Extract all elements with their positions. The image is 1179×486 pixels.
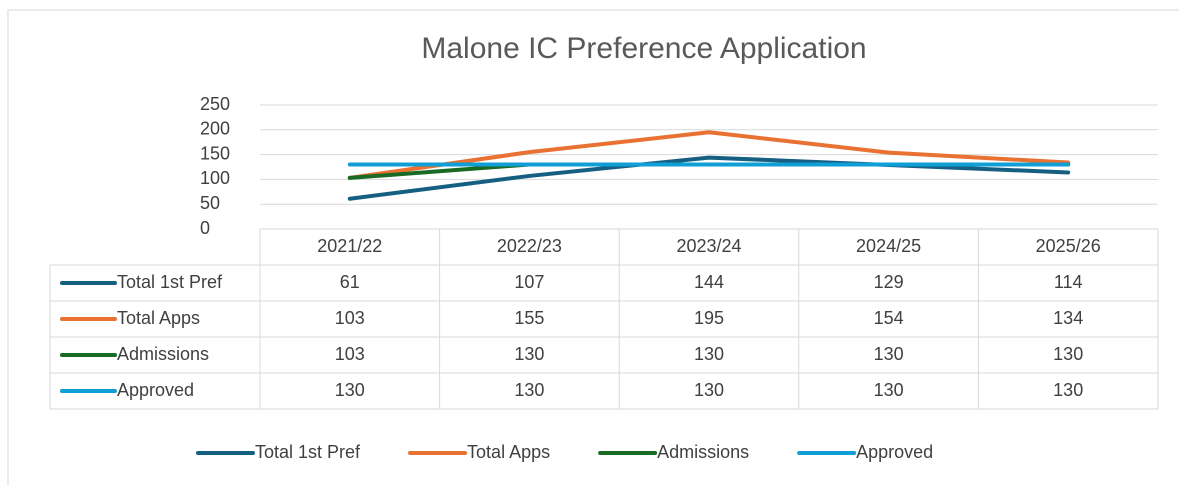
table-row-label: Admissions bbox=[117, 344, 209, 364]
table-cell: 130 bbox=[1053, 380, 1083, 400]
table-cell: 130 bbox=[514, 344, 544, 364]
legend-label: Approved bbox=[856, 442, 933, 462]
x-tick-label: 2022/23 bbox=[497, 236, 562, 256]
legend-label: Total 1st Pref bbox=[255, 442, 361, 462]
table-cell: 134 bbox=[1053, 308, 1083, 328]
table-cell: 130 bbox=[514, 380, 544, 400]
table-cell: 129 bbox=[874, 272, 904, 292]
table-cell: 130 bbox=[335, 380, 365, 400]
y-tick-label: 100 bbox=[200, 168, 230, 188]
x-tick-label: 2025/26 bbox=[1036, 236, 1101, 256]
table-cell: 130 bbox=[694, 380, 724, 400]
chart-title: Malone IC Preference Application bbox=[421, 32, 866, 65]
chart-border bbox=[7, 9, 1179, 486]
table-cell: 144 bbox=[694, 272, 724, 292]
table-cell: 130 bbox=[1053, 344, 1083, 364]
table-row-label: Total Apps bbox=[117, 308, 200, 328]
x-tick-label: 2023/24 bbox=[676, 236, 741, 256]
legend-label: Total Apps bbox=[467, 442, 550, 462]
series-line bbox=[347, 130, 1071, 180]
y-tick-label: 150 bbox=[200, 143, 230, 163]
table-cell: 107 bbox=[514, 272, 544, 292]
x-tick-label: 2024/25 bbox=[856, 236, 921, 256]
table-cell: 103 bbox=[335, 344, 365, 364]
table-cell: 130 bbox=[874, 344, 904, 364]
y-tick-label: 200 bbox=[200, 119, 230, 139]
table-cell: 155 bbox=[514, 308, 544, 328]
table-row-label: Approved bbox=[117, 380, 194, 400]
table-cell: 114 bbox=[1054, 272, 1083, 292]
y-tick-label: 50 bbox=[200, 193, 220, 213]
legend-label: Admissions bbox=[657, 442, 749, 462]
table-row-label: Total 1st Pref bbox=[117, 272, 223, 292]
x-tick-label: 2021/22 bbox=[317, 236, 382, 256]
table-cell: 61 bbox=[340, 272, 360, 292]
table-cell: 130 bbox=[874, 380, 904, 400]
table-cell: 130 bbox=[694, 344, 724, 364]
y-tick-label: 250 bbox=[200, 94, 230, 114]
table-cell: 103 bbox=[335, 308, 365, 328]
table-cell: 154 bbox=[874, 308, 904, 328]
y-tick-label: 0 bbox=[200, 218, 210, 238]
series-line bbox=[347, 155, 1071, 201]
table-cell: 195 bbox=[694, 308, 724, 328]
